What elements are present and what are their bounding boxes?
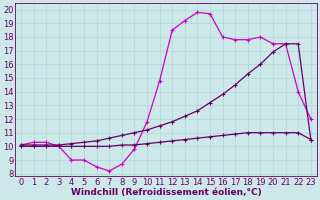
X-axis label: Windchill (Refroidissement éolien,°C): Windchill (Refroidissement éolien,°C) [70, 188, 261, 197]
